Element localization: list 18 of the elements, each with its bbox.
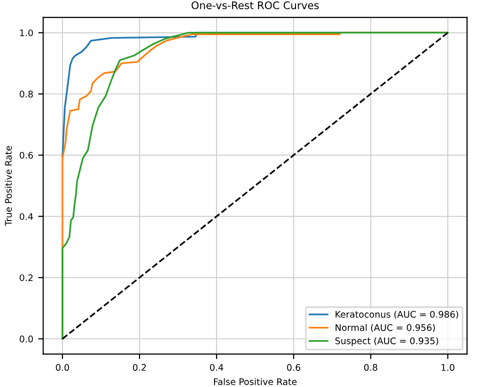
legend-label: Suspect (AUC = 0.935) [335,337,438,346]
x-tick-label: 0.0 [56,364,70,371]
legend-label: Keratoconus (AUC = 0.986) [336,310,458,319]
legend-label: Normal (AUC = 0.956) [336,324,435,332]
y-tick-label: 0.8 [20,90,33,98]
x-tick-label: 0.2 [132,364,146,371]
y-tick-label: 0.0 [20,336,33,342]
y-tick-label: 0.6 [20,152,33,159]
x-tick-label: 0.6 [287,364,300,371]
x-axis-title: False Positive Rate [214,378,297,386]
y-tick-label: 1.0 [20,29,33,36]
chart-title: One-vs-Rest ROC Curves [192,1,319,10]
x-tick-label: 1.0 [442,364,454,371]
y-tick-label: 0.2 [20,274,33,282]
y-tick-label: 0.4 [20,213,33,220]
x-tick-label: 0.4 [210,364,224,371]
x-tick-label: 0.8 [364,364,378,371]
y-axis-title: True Positive Rate [4,146,12,226]
